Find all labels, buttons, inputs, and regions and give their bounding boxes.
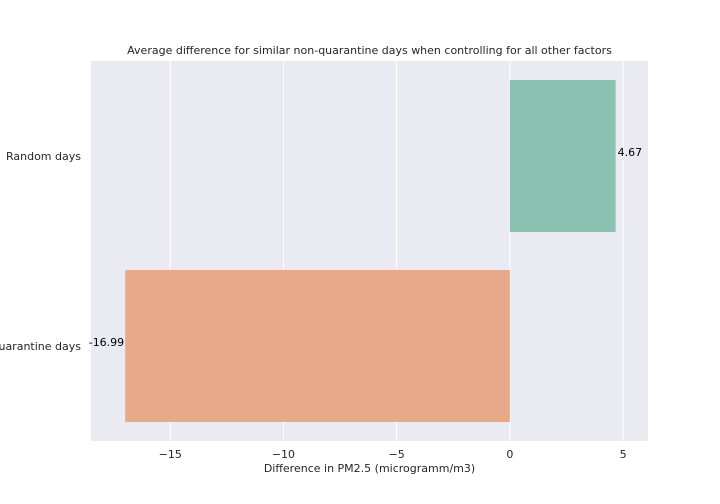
chart-title: Average difference for similar non-quara… bbox=[127, 44, 612, 57]
y-tick-label: Quarantine days bbox=[0, 340, 81, 353]
bar bbox=[125, 270, 510, 422]
bar bbox=[509, 80, 616, 232]
x-tick-labels: −15 −10 −5 0 5 bbox=[159, 448, 627, 461]
x-axis-label: Difference in PM2.5 (microgramm/m3) bbox=[264, 462, 475, 475]
y-tick-label: Random days bbox=[6, 150, 81, 163]
x-tick-label: −5 bbox=[389, 448, 405, 461]
x-tick-label: 5 bbox=[620, 448, 627, 461]
data-label: -16.99 bbox=[89, 336, 124, 349]
y-tick-labels: Random days Quarantine days bbox=[0, 150, 81, 353]
x-tick-label: −10 bbox=[272, 448, 295, 461]
data-label: 4.67 bbox=[618, 146, 643, 159]
x-tick-label: 0 bbox=[506, 448, 513, 461]
bars bbox=[125, 80, 616, 422]
x-tick-label: −15 bbox=[159, 448, 182, 461]
data-labels: 4.67 -16.99 bbox=[89, 146, 642, 349]
